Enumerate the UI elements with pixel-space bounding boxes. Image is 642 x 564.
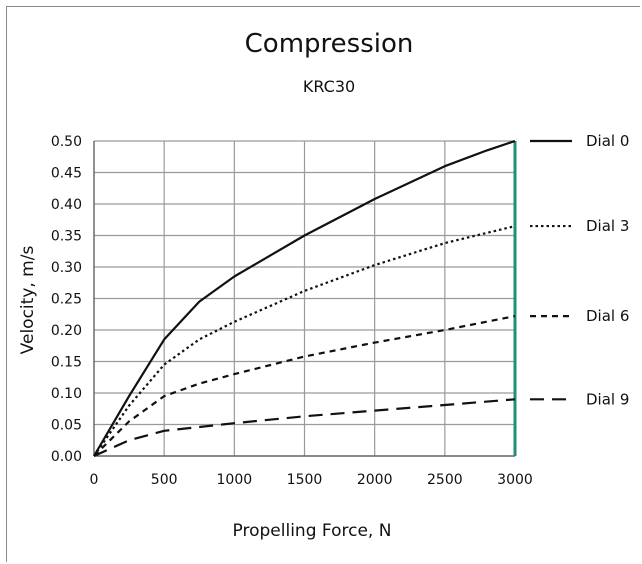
series-line-dial-3 xyxy=(93,225,516,457)
series-line-dial-9 xyxy=(93,398,516,458)
y-tick-label: 0.50 xyxy=(51,134,82,150)
grid xyxy=(93,140,517,457)
legend-label-dial-3: Dial 3 xyxy=(586,217,629,235)
y-tick-label: 0.35 xyxy=(51,229,82,245)
legend-label-dial-9: Dial 9 xyxy=(586,390,629,408)
y-tick-label: 0.10 xyxy=(51,386,82,402)
x-tick-label: 3000 xyxy=(497,472,533,488)
legend: Dial 0 Dial 3 Dial 6 Dial 9 xyxy=(530,132,629,408)
x-tick-label: 1500 xyxy=(287,472,323,488)
y-tick-label: 0.05 xyxy=(51,418,82,434)
chart-subtitle: KRC30 xyxy=(303,77,355,96)
series-line-dial-0 xyxy=(93,139,516,457)
y-tick-label: 0.00 xyxy=(51,449,82,465)
chart-frame xyxy=(6,6,640,562)
y-axis-label: Velocity, m/s xyxy=(18,246,38,355)
chart-title: Compression xyxy=(245,29,414,59)
x-tick-label: 2000 xyxy=(357,472,393,488)
y-tick-label: 0.45 xyxy=(51,166,82,182)
legend-label-dial-0: Dial 0 xyxy=(586,132,629,150)
x-tick-label: 1000 xyxy=(217,472,253,488)
y-tick-label: 0.20 xyxy=(51,323,82,339)
y-tick-label: 0.15 xyxy=(51,355,82,371)
y-tick-label: 0.25 xyxy=(51,292,82,308)
x-axis-label: Propelling Force, N xyxy=(233,521,392,541)
series-line-dial-6 xyxy=(93,315,516,457)
x-tick-label: 0 xyxy=(90,472,99,488)
y-tick-label: 0.40 xyxy=(51,197,82,213)
x-tick-label: 500 xyxy=(151,472,178,488)
series-lines xyxy=(93,139,516,458)
tick-labels: 0.00 0.05 0.10 0.15 0.20 0.25 0.30 0.35 0.40 0.45… xyxy=(51,134,533,488)
x-tick-label: 2500 xyxy=(427,472,463,488)
legend-label-dial-6: Dial 6 xyxy=(586,307,629,325)
y-tick-label: 0.30 xyxy=(51,260,82,276)
